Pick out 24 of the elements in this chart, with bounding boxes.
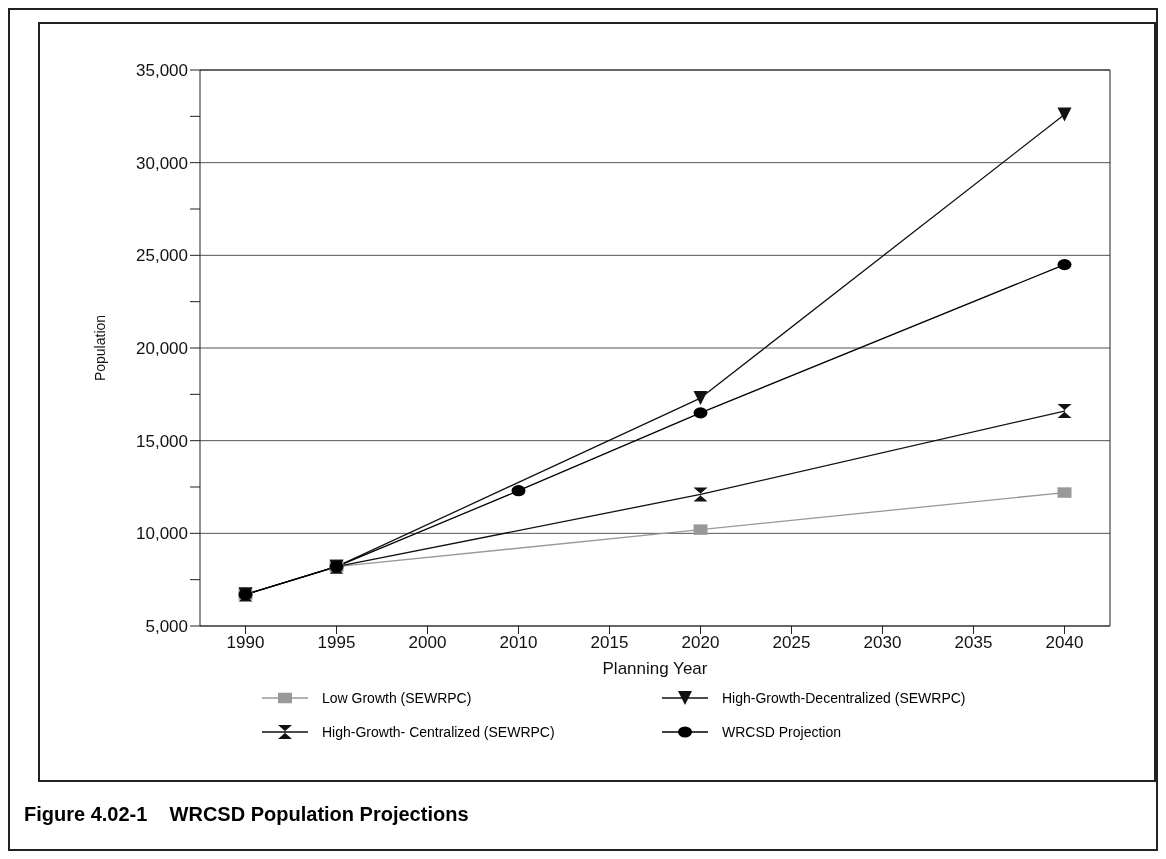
y-tick-label: 15,000 xyxy=(136,431,188,451)
y-axis-title: Population xyxy=(91,314,108,382)
x-tick-label: 2015 xyxy=(590,633,629,653)
text: Figure 4.02-1 WRCSD Population Projections xyxy=(24,803,469,826)
x-tick-label: 2010 xyxy=(499,633,538,653)
y-tick-label: 20,000 xyxy=(136,339,188,359)
x-tick-label: 2030 xyxy=(863,633,902,653)
x-tick-label: 2020 xyxy=(681,633,720,653)
x-tick-label: 2025 xyxy=(772,633,811,653)
x-tick-label: 2035 xyxy=(954,633,993,653)
y-tick-label: 30,000 xyxy=(136,153,188,173)
x-tick-label: 2000 xyxy=(408,633,447,653)
x-axis-title: Planning Year xyxy=(602,659,708,678)
x-tick-label: 1995 xyxy=(317,633,356,653)
y-tick-label: 10,000 xyxy=(136,524,188,544)
legend-label: High-Growth- Centralized (SEWRPC) xyxy=(322,724,555,740)
legend-label: High-Growth-Decentralized (SEWRPC) xyxy=(722,690,966,706)
legend-label: Low Growth (SEWRPC) xyxy=(322,690,472,706)
x-tick-label: 1990 xyxy=(226,633,265,653)
y-tick-label: 25,000 xyxy=(136,246,188,266)
y-tick-label: 5,000 xyxy=(145,617,188,637)
y-tick-label: 35,000 xyxy=(136,61,188,81)
legend-label: WRCSD Projection xyxy=(722,724,842,740)
x-tick-label: 2040 xyxy=(1045,633,1084,653)
